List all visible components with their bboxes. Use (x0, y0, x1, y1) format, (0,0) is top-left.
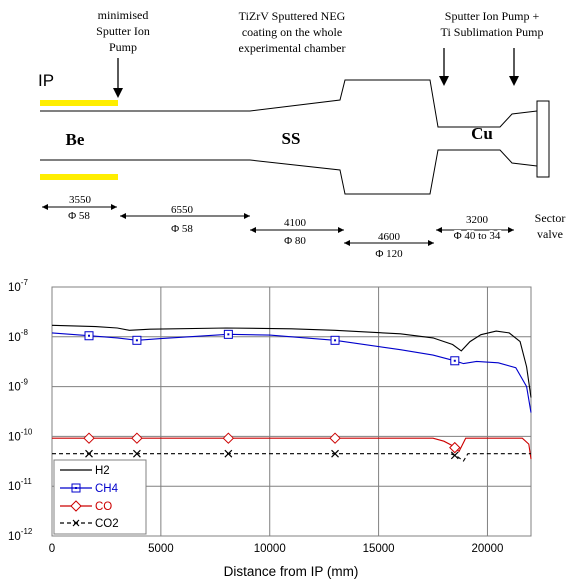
dim-2-diameter: Φ 58 (171, 223, 193, 235)
series-line-co2 (52, 453, 531, 462)
annot-pump-right-line2: Ti Sublimation Pump (441, 25, 544, 39)
annot-pump-left-line1: minimised (98, 8, 149, 22)
be-highlight-bottom (40, 174, 118, 180)
series-line-ch4 (51, 332, 532, 413)
legend-entry-co2: CO2 (60, 518, 119, 530)
y-tick-label: 10-10 (8, 427, 33, 443)
series-marker-ch4 (450, 356, 460, 366)
sector-valve-shape (536, 100, 550, 178)
section-label-be: Be (66, 130, 85, 149)
x-tick-label: 0 (49, 543, 55, 555)
arrowhead-pump-right-1 (439, 76, 449, 86)
y-tick-label: 10-7 (8, 278, 28, 294)
pressure-plot: 0 5000 10000 15000 20000 10-12 10-11 10-10 10-9 1… (8, 278, 532, 579)
dim-5-length: 3200 (466, 214, 489, 226)
plot-series (51, 324, 532, 462)
dimension-1: 3550 Φ 58 (42, 194, 117, 222)
x-tick-label: 20000 (471, 543, 503, 555)
dimension-3: 4100 Φ 80 (250, 215, 344, 247)
series-marker-ch4 (330, 335, 340, 345)
ip-label: IP (38, 71, 54, 90)
x-tick-label: 5000 (148, 543, 174, 555)
legend-entry-co: CO (60, 500, 112, 513)
chamber-schematic: minimised Sputter Ion Pump TiZrV Sputter… (38, 8, 565, 260)
dim-5-diameter: Φ 40 to 34 (454, 230, 501, 242)
legend-entry-h2: H2 (60, 465, 110, 477)
sector-valve-line1: Sector (535, 211, 566, 225)
dimension-5: 3200 Φ 40 to 34 (436, 212, 514, 244)
legend-label-co: CO (95, 501, 112, 513)
series-marker-co2 (331, 449, 339, 458)
dimension-4: 4600 Φ 120 (344, 229, 434, 260)
dim-1-diameter: Φ 58 (68, 210, 90, 222)
section-label-ss: SS (282, 129, 301, 148)
arrowhead-pump-right-2 (509, 76, 519, 86)
annot-pump-left-line2: Sputter Ion (96, 24, 150, 38)
series-marker-co (329, 432, 341, 444)
series-line-h2 (51, 324, 532, 398)
series-marker-ch4 (84, 331, 94, 341)
plot-legend: H2 CH4 CO CO2 (53, 459, 147, 535)
sector-valve-line2: valve (537, 227, 563, 241)
legend-box (53, 459, 147, 535)
y-tick-label: 10-9 (8, 378, 28, 394)
series-marker-co2 (132, 449, 141, 458)
x-tick-label: 15000 (363, 543, 395, 555)
series-marker-ch4 (223, 329, 233, 339)
annot-neg-line1: TiZrV Sputtered NEG (239, 9, 346, 23)
x-axis-label: Distance from IP (mm) (224, 564, 359, 579)
series-marker-ch4 (132, 335, 142, 345)
chamber-upper-wall (40, 79, 538, 128)
annot-neg-line2: coating on the whole (242, 25, 342, 39)
y-tick-label: 10-12 (8, 527, 33, 543)
dimension-2: 6550 Φ 58 (120, 202, 250, 235)
section-label-cu: Cu (471, 124, 493, 143)
legend-label-ch4: CH4 (95, 483, 119, 495)
series-marker-co2 (450, 451, 459, 460)
chamber-lower-wall (40, 149, 538, 195)
dim-1-length: 3550 (69, 194, 92, 206)
series-marker-co (222, 432, 235, 444)
annot-pump-right-line1: Sputter Ion Pump + (445, 9, 540, 23)
x-tick-label: 10000 (254, 543, 286, 555)
legend-label-co2: CO2 (95, 518, 119, 530)
dim-4-diameter: Φ 120 (375, 248, 403, 260)
series-marker-co2 (224, 449, 233, 458)
be-highlight-top (40, 100, 118, 106)
series-marker-co (449, 441, 461, 454)
dim-2-length: 6550 (171, 204, 194, 216)
dim-3-diameter: Φ 80 (284, 235, 306, 247)
legend-entry-ch4: CH4 (60, 483, 119, 495)
dim-3-length: 4100 (284, 217, 307, 229)
annot-pump-left-line3: Pump (109, 40, 137, 54)
y-tick-label: 10-8 (8, 328, 28, 344)
series-marker-co (131, 432, 143, 444)
arrowhead-pump-left (113, 88, 123, 98)
series-line-co (52, 437, 532, 460)
y-tick-label: 10-11 (8, 477, 32, 493)
legend-label-h2: H2 (95, 465, 110, 477)
series-marker-co (83, 432, 95, 444)
annot-neg-line3: experimental chamber (239, 41, 346, 55)
dim-4-length: 4600 (378, 231, 401, 243)
series-marker-co2 (85, 449, 93, 458)
